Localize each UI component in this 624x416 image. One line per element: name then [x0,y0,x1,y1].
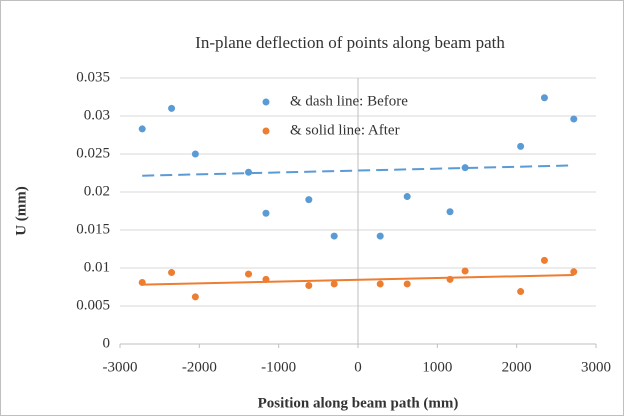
data-point [168,269,176,277]
data-point [138,125,146,133]
data-point [330,280,338,288]
data-point [245,168,253,176]
legend-marker [262,98,270,106]
data-point [245,270,253,278]
y-tick-label: 0.02 [84,183,110,199]
data-point [262,209,270,217]
y-tick-label: 0.005 [76,297,110,313]
x-tick-label: -3000 [103,359,138,375]
x-tick-label: -1000 [261,359,296,375]
legend-label: & solid line: After [290,122,400,138]
data-point [191,150,199,158]
data-point [517,142,525,150]
chart-title: In-plane deflection of points along beam… [195,33,505,52]
x-tick-label: 2000 [502,359,532,375]
y-tick-label: 0.025 [76,145,110,161]
data-point [305,281,313,289]
x-axis-title: Position along beam path (mm) [258,395,459,411]
data-point [570,115,578,123]
y-axis-title: U (mm) [13,186,29,236]
data-point [191,293,199,301]
data-point [403,193,411,201]
data-point [262,275,270,283]
data-point [403,280,411,288]
y-tick-label: 0.01 [84,259,110,275]
data-point [138,278,146,286]
data-point [168,104,176,112]
data-point [330,232,338,240]
legend-marker [262,127,270,135]
y-tick-label: 0.035 [76,69,110,85]
data-point [517,288,525,296]
x-tick-label: -2000 [182,359,217,375]
x-tick-label: 1000 [422,359,452,375]
x-tick-label: 3000 [581,359,611,375]
y-tick-label: 0.03 [84,107,110,123]
data-point [305,196,313,204]
data-point [570,268,578,276]
data-point [540,94,548,102]
data-point [461,267,469,275]
data-point [376,280,384,288]
data-point [446,275,454,283]
data-point [376,232,384,240]
data-point [540,256,548,264]
y-tick-label: 0 [103,335,111,351]
data-point [461,164,469,172]
trend-line [142,273,574,286]
y-tick-label: 0.015 [76,221,110,237]
x-tick-label: 0 [354,359,362,375]
legend-label: & dash line: Before [290,93,408,109]
data-point [446,208,454,216]
